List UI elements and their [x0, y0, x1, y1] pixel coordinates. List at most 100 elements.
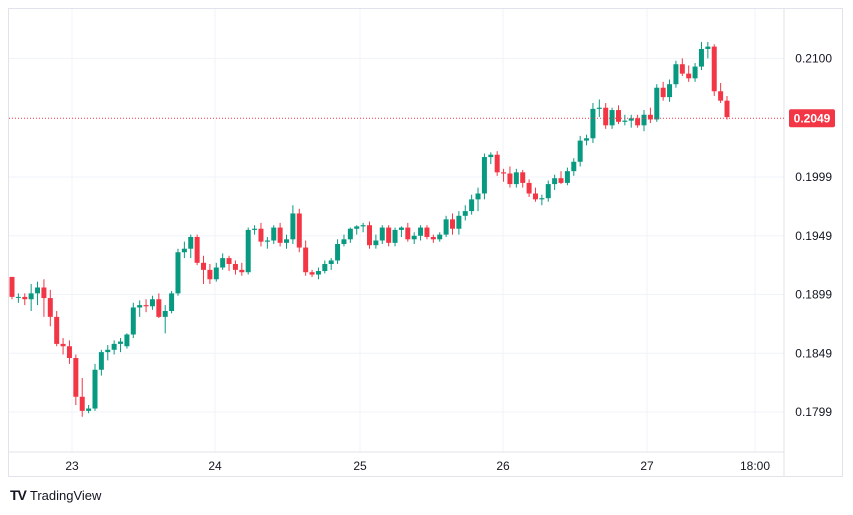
y-tick-label: 0.1999 — [795, 170, 832, 184]
candle-down — [22, 296, 28, 300]
candle-down — [232, 263, 238, 270]
candle-down — [386, 227, 392, 243]
candle-up — [322, 263, 328, 272]
candle-down — [60, 343, 66, 347]
candle-down — [79, 396, 85, 411]
candle-up — [667, 84, 673, 98]
candle-down — [143, 305, 149, 307]
candle-down — [494, 154, 500, 173]
candle-up — [162, 310, 168, 317]
candle-up — [92, 369, 98, 409]
candle-down — [520, 172, 526, 183]
candle-up — [118, 341, 124, 344]
candle-up — [220, 258, 226, 268]
candle-down — [277, 227, 283, 243]
candle-up — [252, 228, 258, 230]
candle-up — [35, 287, 41, 294]
candle-up — [584, 138, 590, 141]
candle-up — [328, 260, 334, 264]
candle-up — [105, 349, 111, 353]
candle-down — [558, 178, 564, 183]
candle-down — [679, 64, 685, 74]
candle-up — [545, 184, 551, 199]
chart-frame — [8, 8, 843, 477]
grid — [9, 9, 785, 476]
x-tick-label: 25 — [353, 459, 367, 473]
candle-up — [628, 118, 634, 121]
candle-down — [156, 299, 162, 317]
candle-up — [654, 87, 660, 120]
brand-name: TradingView — [29, 487, 102, 503]
candle-up — [392, 229, 398, 243]
candle-down — [309, 272, 315, 275]
candle-up — [181, 248, 187, 253]
candle-up — [513, 172, 519, 185]
candle-down — [647, 114, 653, 120]
candle-up — [552, 178, 558, 185]
y-tick-label: 0.1849 — [795, 346, 832, 360]
candle-down — [635, 118, 641, 126]
candle-up — [609, 110, 615, 126]
candle-down — [66, 346, 72, 358]
candle-down — [226, 258, 232, 264]
candle-up — [347, 228, 353, 240]
candle-up — [398, 227, 404, 230]
candle-up — [245, 229, 251, 273]
candle-down — [603, 107, 609, 126]
candle-down — [449, 219, 455, 229]
x-tick-label: 23 — [65, 459, 79, 473]
x-axis[interactable]: 23 24 25 26 27 18:00 — [65, 459, 770, 473]
candle-up — [341, 239, 347, 245]
x-tick-label: 27 — [640, 459, 654, 473]
candle-down — [430, 236, 436, 240]
candle-up — [443, 219, 449, 235]
candle-down — [47, 298, 53, 317]
candle-down — [201, 262, 207, 270]
candle-down — [54, 316, 60, 344]
candle-down — [207, 269, 213, 280]
candle-up — [539, 198, 545, 200]
tradingview-logo[interactable]: TV TradingView — [10, 487, 101, 503]
candle-up — [188, 236, 194, 249]
candle-up — [335, 244, 341, 261]
candle-up — [698, 48, 704, 67]
x-tick-label: 26 — [496, 459, 510, 473]
y-axis[interactable]: 0.2100 0.1999 0.1949 0.1899 0.1849 0.1799 0.20… — [789, 51, 835, 419]
candle-up — [577, 140, 583, 162]
candle-up — [590, 108, 596, 139]
candle-down — [296, 213, 302, 248]
candle-down — [501, 172, 507, 174]
candle-up — [462, 211, 468, 216]
last-price-label: 0.2049 — [794, 111, 831, 125]
candle-up — [360, 225, 366, 227]
candle-up — [169, 293, 175, 311]
candle-down — [724, 100, 730, 118]
candle-up — [15, 296, 21, 298]
candle-up — [641, 114, 647, 126]
candle-up — [373, 240, 379, 246]
candle-up — [137, 305, 143, 308]
candle-up — [475, 193, 481, 200]
candle-down — [532, 193, 538, 200]
candle-down — [718, 91, 724, 101]
candle-down — [194, 236, 200, 263]
candle-up — [271, 227, 277, 241]
candle-up — [28, 293, 34, 300]
candle-up — [564, 171, 570, 183]
candle-down — [73, 357, 79, 397]
candle-down — [660, 87, 666, 98]
candle-up — [469, 199, 475, 212]
candle-down — [239, 269, 245, 273]
candle-up — [622, 120, 628, 122]
candle-down — [41, 287, 47, 299]
candle-up — [354, 226, 360, 229]
candle-down — [711, 46, 717, 92]
candles — [9, 41, 730, 417]
candle-down — [303, 247, 309, 273]
candle-up — [692, 66, 698, 79]
candle-up — [411, 235, 417, 240]
candle-down — [9, 276, 15, 297]
candle-up — [596, 107, 602, 109]
candle-up — [315, 271, 321, 275]
